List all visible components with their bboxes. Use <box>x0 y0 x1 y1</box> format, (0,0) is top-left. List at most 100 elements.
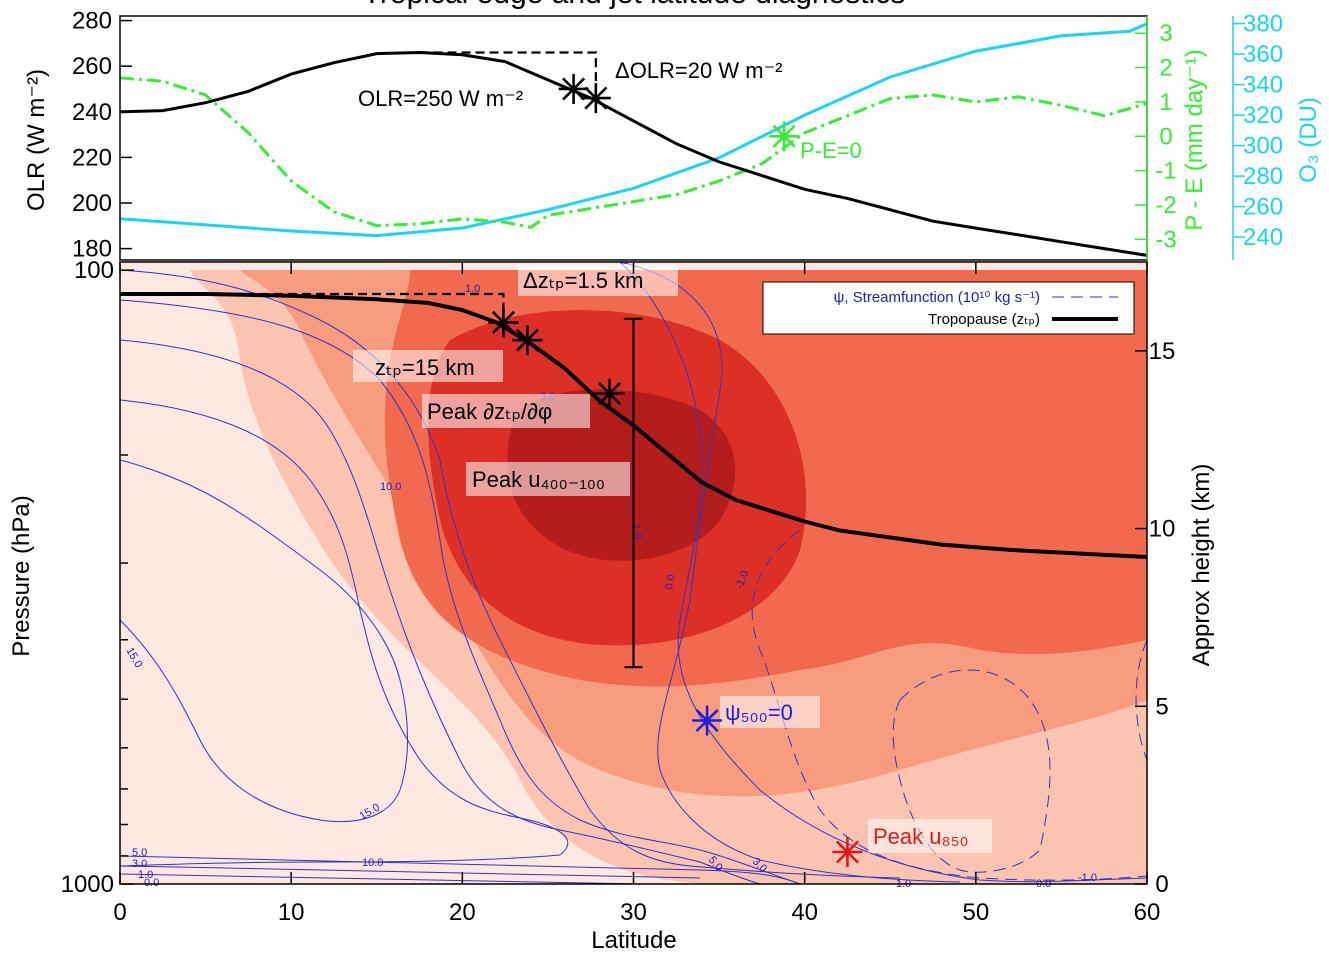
olr-line <box>120 50 1147 257</box>
label-ztp: zₜₚ=15 km <box>375 355 475 380</box>
x-axis-label: Latitude <box>591 927 676 954</box>
o3-tick-label: 280 <box>1243 163 1283 190</box>
pe-tick-label: 3 <box>1159 20 1172 47</box>
y-axis-ticks: 100 1000 <box>61 257 134 898</box>
bottom-marker-4-stroke <box>835 840 859 864</box>
o3-tick-label: 240 <box>1243 224 1283 251</box>
legend-box <box>762 281 1135 335</box>
olr-axis-label: OLR (W m⁻²) <box>23 69 50 211</box>
contour-label-3-left: 3.0 <box>132 858 147 870</box>
figure-title: Tropical edge and jet latitude diagnosti… <box>363 0 906 10</box>
olr-tick-label: 200 <box>72 190 112 217</box>
bottom-marker-0-stroke <box>491 310 515 334</box>
height-tick-label: 10 <box>1149 516 1176 543</box>
right-axis-ticks: 0 5 10 15 <box>1135 338 1175 898</box>
pe-tick-label: -3 <box>1155 226 1176 253</box>
height-tick-label: 5 <box>1155 693 1168 720</box>
x-tick-label: 30 <box>620 899 647 926</box>
contour-label-10-low: 10.0 <box>362 857 383 869</box>
pe-tick-label: -2 <box>1155 192 1176 219</box>
label-peak-dztp: Peak ∂zₜₚ/∂φ <box>427 399 552 424</box>
olr-axis-ticks: 180 200 220 240 260 280 <box>72 8 132 263</box>
legend-entry-streamfunction: ψ, Streamfunction (10¹⁰ kg s⁻¹) <box>834 289 1040 306</box>
top-marker-0 <box>558 73 589 104</box>
psi-contour-1b <box>619 262 961 883</box>
tropopause-line <box>120 292 1148 559</box>
contour-label-1-left: 1.0 <box>138 869 153 881</box>
o3-line <box>120 22 1147 238</box>
pe-axis-label: P - E (mm day⁻¹) <box>1181 49 1208 231</box>
contour-label-10-mid: 10.0 <box>380 481 401 493</box>
pe-tick-label: 1 <box>1159 89 1172 116</box>
olr-tick-label: 180 <box>72 236 112 263</box>
o3-tick-label: 340 <box>1243 72 1283 99</box>
bottom-marker-3-stroke <box>695 708 719 733</box>
legend: ψ, Streamfunction (10¹⁰ kg s⁻¹) Tropopau… <box>762 281 1135 335</box>
bottom-marker-1-stroke <box>515 328 539 352</box>
o3-tick-label: 360 <box>1243 41 1283 68</box>
contour-labels: 1.0 3.0 10.0 1.0 0.0 -1.0 15.0 15.0 10.0… <box>123 283 1097 890</box>
top-panel: OLR=250 W m⁻² ΔOLR=20 W m⁻² P-E=0 180 200… <box>23 8 1322 263</box>
pressure-tick-label: 100 <box>74 257 114 284</box>
x-tick-label: 50 <box>962 899 989 926</box>
y-axis-label: Pressure (hPa) <box>8 495 35 656</box>
contour-label-0-left: 0.0 <box>144 877 159 889</box>
psi-contour-5 <box>120 339 761 884</box>
height-tick-label: 15 <box>1149 338 1176 365</box>
contour-label-neg1-bottom: -1.0 <box>1078 872 1097 884</box>
x-tick-label: 10 <box>278 899 305 926</box>
top-annotations: OLR=250 W m⁻² ΔOLR=20 W m⁻² P-E=0 <box>358 58 862 163</box>
contour-label-0-mid: 0.0 <box>663 573 677 590</box>
psi-contour-neg1c <box>1135 639 1147 761</box>
pe-line <box>120 76 1147 229</box>
label-box-ztp <box>353 350 503 382</box>
o3-tick-label: 260 <box>1243 194 1283 221</box>
bottom-marker-3 <box>692 705 723 736</box>
olr-tick-label: 280 <box>72 8 112 35</box>
bottom-marker-1 <box>512 325 543 356</box>
psi-contour-neg1b <box>892 669 1051 873</box>
pressure-tick-label: 1000 <box>61 871 114 898</box>
label-delta-ztp: Δzₜₚ=1.5 km <box>523 268 643 293</box>
top-marker-2 <box>769 121 800 152</box>
top-frame <box>119 15 1148 261</box>
label-box-delta-ztp <box>518 264 678 296</box>
top-marker-2-stroke <box>772 124 796 148</box>
olr-delta-bracket <box>419 51 597 99</box>
right-axis-label: Approx height (km) <box>1188 464 1215 667</box>
label-box-peak-u400 <box>466 462 630 496</box>
psi-contour-low-c <box>120 873 641 884</box>
label-peak-u850: Peak u₈₅₀ <box>873 824 969 849</box>
jet-errorbar <box>624 317 643 669</box>
legend-entry-tropopause: Tropopause (zₜₚ) <box>928 311 1040 328</box>
height-tick-label: 0 <box>1155 871 1168 898</box>
label-box-peak-dztp <box>422 394 590 428</box>
psi-contour-10 <box>120 399 569 867</box>
bottom-markers <box>488 307 863 868</box>
bottom-marker-4 <box>832 837 863 868</box>
contour-label-5-left: 5.0 <box>132 847 147 859</box>
bottom-annotations: Δzₜₚ=1.5 km zₜₚ=15 km Peak ∂zₜₚ/∂φ Peak … <box>353 264 992 853</box>
pe-tick-label: -1 <box>1155 158 1176 185</box>
bottom-marker-2-stroke <box>598 381 622 406</box>
x-tick-label: 20 <box>449 899 476 926</box>
o3-tick-label: 320 <box>1243 102 1283 129</box>
psi-contour-neg1a <box>751 529 1147 881</box>
label-delta-olr: ΔOLR=20 W m⁻² <box>615 58 783 83</box>
o3-axis-ticks: 240 260 280 300 320 340 360 380 <box>1232 11 1283 260</box>
pe-tick-label: 0 <box>1159 123 1172 150</box>
psi-contour-1a <box>120 269 901 879</box>
top-markers <box>558 73 800 152</box>
psi-contour-15 <box>120 459 408 823</box>
label-box-peak-u850 <box>868 819 992 853</box>
olr-tick-label: 220 <box>72 144 112 171</box>
label-pe0: P-E=0 <box>800 138 862 163</box>
olr-tick-label: 240 <box>72 99 112 126</box>
o3-axis-label: O₃ (DU) <box>1295 97 1322 183</box>
label-olr250: OLR=250 W m⁻² <box>358 86 523 111</box>
psi-contour-low-b <box>120 865 701 879</box>
x-tick-label: 60 <box>1134 899 1161 926</box>
x-axis-ticks: 0 10 20 30 40 50 60 <box>113 262 1160 926</box>
label-box-psi500 <box>720 696 820 728</box>
